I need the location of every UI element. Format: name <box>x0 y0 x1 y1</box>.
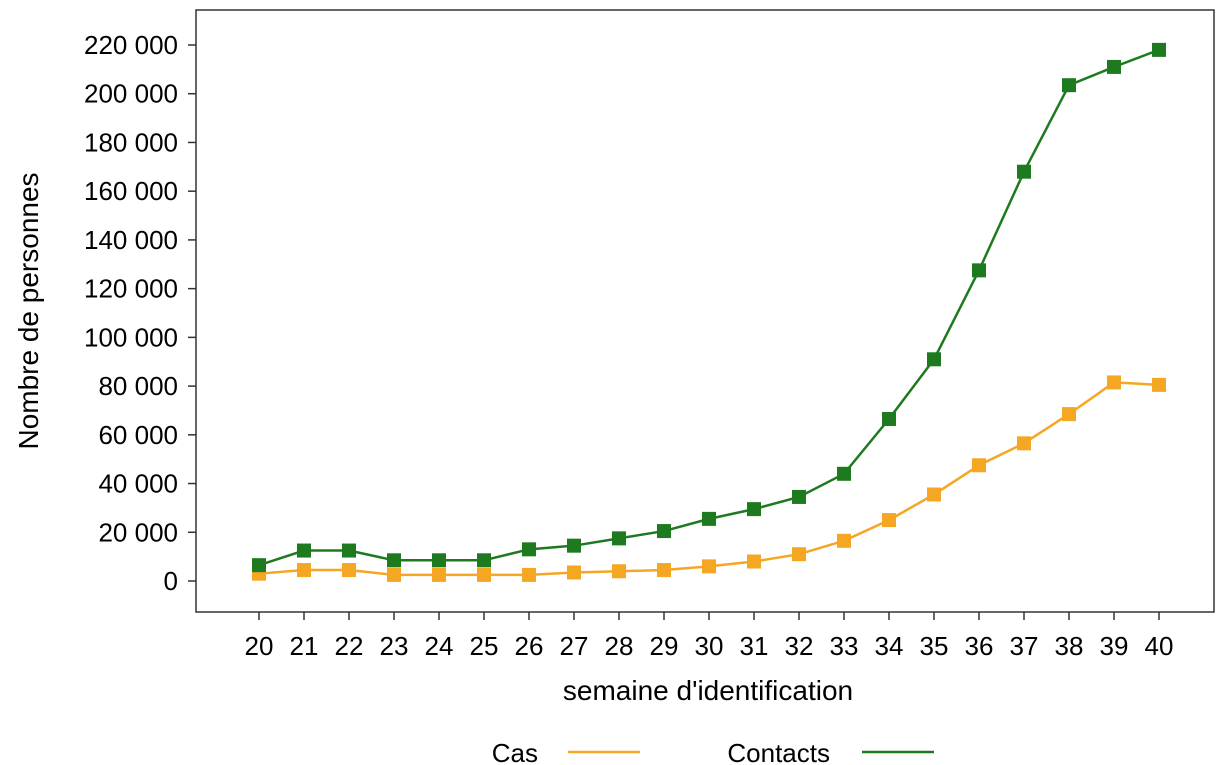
data-point <box>1017 436 1031 451</box>
data-point <box>297 563 311 578</box>
data-point <box>972 458 986 473</box>
series-layer <box>252 42 1166 582</box>
data-point <box>792 489 806 504</box>
series-line <box>258 381 1160 577</box>
data-point <box>837 533 851 548</box>
x-tick-label: 25 <box>470 631 499 661</box>
data-point <box>567 565 581 580</box>
series-cas <box>252 375 1166 582</box>
x-tick-label: 23 <box>380 631 409 661</box>
x-tick-label: 27 <box>560 631 589 661</box>
data-point <box>1107 59 1121 74</box>
series-contacts <box>252 42 1166 573</box>
data-point <box>612 531 626 546</box>
data-point <box>432 567 446 582</box>
x-tick-label: 20 <box>245 631 274 661</box>
y-tick-label: 40 000 <box>98 469 178 499</box>
data-point <box>927 352 941 367</box>
data-point <box>882 411 896 426</box>
data-point <box>297 543 311 558</box>
x-tick-label: 40 <box>1145 631 1174 661</box>
x-tick-label: 21 <box>290 631 319 661</box>
data-point <box>522 542 536 557</box>
data-point <box>882 513 896 528</box>
x-tick-label: 34 <box>875 631 904 661</box>
data-point <box>342 543 356 558</box>
data-point <box>567 538 581 553</box>
data-point <box>522 567 536 582</box>
y-tick-label: 120 000 <box>84 274 178 304</box>
data-point <box>477 553 491 568</box>
y-tick-label: 160 000 <box>84 176 178 206</box>
x-tick-label: 26 <box>515 631 544 661</box>
y-axis: 0 20 000 40 000 60 000 80 000 100 000 120 000 1… <box>84 30 196 596</box>
x-axis-label: semaine d'identification <box>563 675 853 706</box>
x-tick-label: 35 <box>920 631 949 661</box>
x-tick-label: 37 <box>1010 631 1039 661</box>
y-axis-label: Nombre de personnes <box>13 172 44 449</box>
y-tick-label: 100 000 <box>84 322 178 352</box>
x-tick-label: 39 <box>1100 631 1129 661</box>
data-point <box>387 553 401 568</box>
y-tick-label: 60 000 <box>98 420 178 450</box>
x-tick-label: 29 <box>650 631 679 661</box>
data-point <box>1152 42 1166 57</box>
legend: Cas Contacts <box>492 738 934 765</box>
y-tick-label: 0 <box>164 566 178 596</box>
y-tick-label: 20 000 <box>98 517 178 547</box>
x-tick-label: 28 <box>605 631 634 661</box>
data-point <box>702 559 716 574</box>
data-point <box>1152 377 1166 392</box>
data-point <box>1062 78 1076 93</box>
x-tick-label: 32 <box>785 631 814 661</box>
data-point <box>702 511 716 526</box>
x-tick-label: 36 <box>965 631 994 661</box>
data-point <box>477 567 491 582</box>
data-point <box>252 558 266 573</box>
data-point <box>747 554 761 569</box>
data-point <box>972 263 986 278</box>
y-tick-label: 80 000 <box>98 371 178 401</box>
data-point <box>387 567 401 582</box>
data-point <box>612 564 626 579</box>
legend-label: Contacts <box>727 738 830 765</box>
x-axis: 20 21 22 23 24 25 26 27 28 29 30 31 32 33 34 35 36 37 38 39… <box>245 612 1174 661</box>
x-tick-label: 30 <box>695 631 724 661</box>
x-tick-label: 38 <box>1055 631 1084 661</box>
legend-label: Cas <box>492 738 538 765</box>
data-point <box>1062 407 1076 422</box>
data-point <box>792 547 806 562</box>
data-point <box>1107 375 1121 390</box>
data-point <box>837 466 851 481</box>
data-point <box>657 524 671 539</box>
x-tick-label: 31 <box>740 631 769 661</box>
series-line <box>258 48 1160 567</box>
y-tick-label: 220 000 <box>84 30 178 60</box>
y-tick-label: 200 000 <box>84 79 178 109</box>
data-point <box>432 553 446 568</box>
x-tick-label: 24 <box>425 631 454 661</box>
plot-frame <box>195 9 1215 613</box>
y-tick-label: 140 000 <box>84 225 178 255</box>
x-tick-label: 22 <box>335 631 364 661</box>
data-point <box>927 487 941 502</box>
data-point <box>1017 164 1031 179</box>
data-point <box>342 563 356 578</box>
x-tick-label: 33 <box>830 631 859 661</box>
data-point <box>747 502 761 517</box>
y-tick-label: 180 000 <box>84 127 178 157</box>
data-point <box>657 563 671 578</box>
